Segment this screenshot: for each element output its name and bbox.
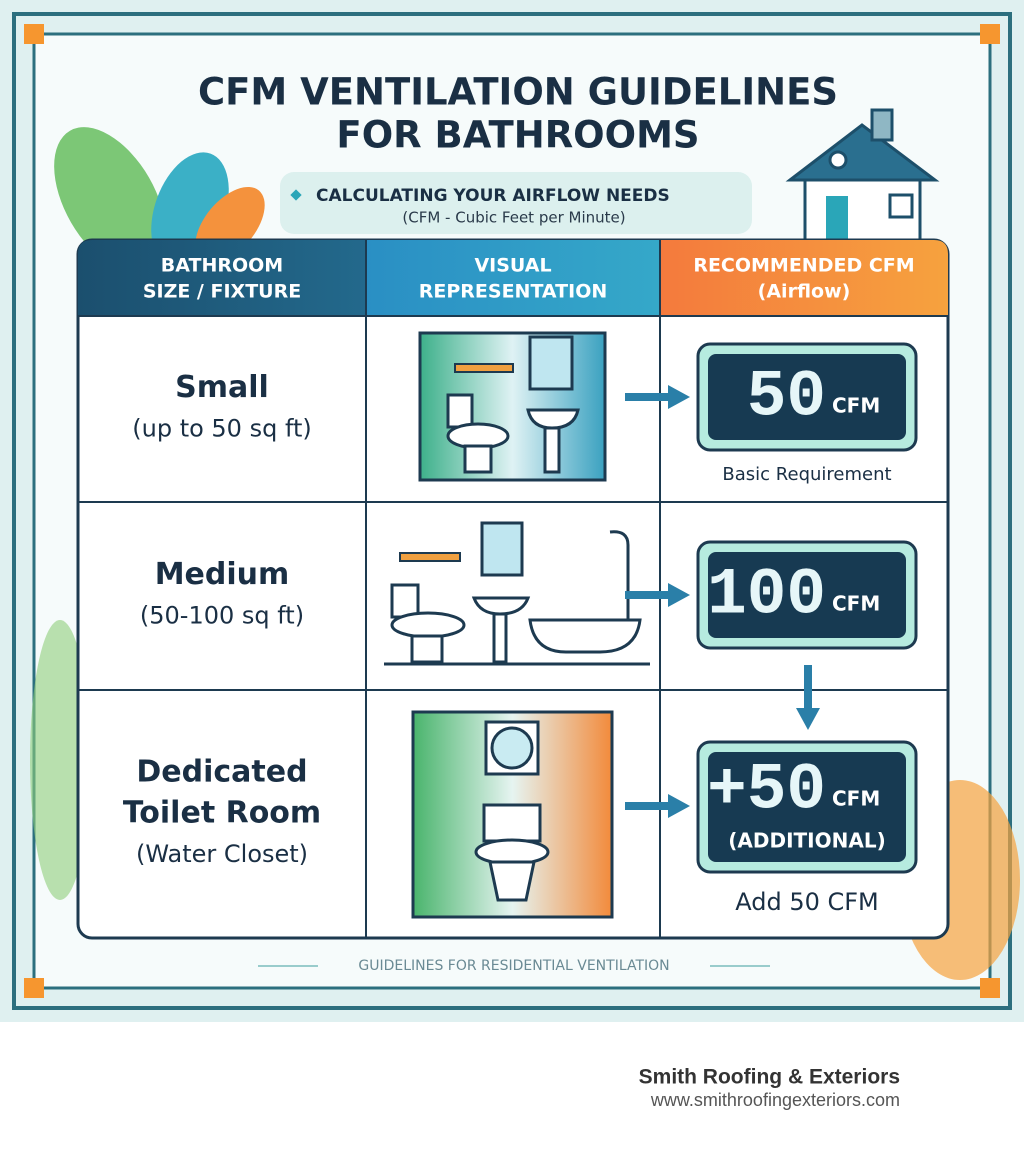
size-detail: (up to 50 sq ft) (132, 415, 312, 443)
cfm-note: Add 50 CFM (735, 888, 879, 916)
header-label: SIZE / FIXTURE (143, 281, 301, 303)
table-rules (78, 240, 948, 938)
medium-bathroom-illustration (384, 521, 650, 666)
header-label: VISUAL (474, 255, 551, 277)
header-label: REPRESENTATION (419, 281, 608, 303)
small-bathroom-illustration (418, 331, 607, 482)
corner (24, 978, 44, 998)
header-cell (78, 240, 366, 316)
title-line: CFM VENTILATION GUIDELINES (198, 71, 838, 114)
cfm-unit: CFM (832, 787, 880, 811)
cfm-value: 50 (747, 359, 826, 434)
cfm-unit: CFM (832, 592, 880, 616)
cfm-unit: CFM (832, 394, 880, 418)
leaf (54, 127, 166, 273)
toilet-room-illustration (411, 710, 614, 919)
header-label: BATHROOM (161, 255, 283, 277)
cfm-display (708, 752, 906, 862)
cfm-display (708, 354, 906, 440)
size-detail: (Water Closet) (136, 840, 308, 868)
cfm-display (708, 552, 906, 638)
size-label: Toilet Room (123, 796, 321, 831)
flow-arrows (625, 385, 820, 818)
brand-url: www.smithroofingexteriors.com (650, 1090, 900, 1110)
cfm-note: Basic Requirement (722, 464, 891, 485)
bullet (290, 189, 302, 201)
header-label: (Airflow) (758, 281, 851, 303)
corner (980, 24, 1000, 44)
frame (12, 12, 1012, 1010)
subtitle-box (280, 172, 752, 234)
leaf (30, 620, 90, 900)
header-cell (366, 240, 660, 316)
header-label: RECOMMENDED CFM (693, 255, 914, 277)
cfm-value: 100 (707, 557, 826, 632)
size-label: Medium (155, 557, 290, 592)
size-label: Dedicated (136, 755, 307, 790)
size-detail: (50-100 sq ft) (140, 602, 304, 630)
cfm-qualifier: (ADDITIONAL) (728, 829, 885, 853)
subtitle: CALCULATING YOUR AIRFLOW NEEDS (316, 186, 670, 206)
corner (24, 24, 44, 44)
size-label: Small (175, 370, 269, 405)
footer-caption: GUIDELINES FOR RESIDENTIAL VENTILATION (358, 958, 669, 974)
corner (980, 978, 1000, 998)
cfm-value: +50 (707, 752, 826, 827)
brand-name: Smith Roofing & Exteriors (639, 1066, 900, 1089)
title-line: FOR BATHROOMS (336, 114, 699, 157)
house-icon (785, 108, 940, 242)
header-cell (660, 240, 948, 316)
subtitle-note: (CFM - Cubic Feet per Minute) (402, 209, 625, 227)
